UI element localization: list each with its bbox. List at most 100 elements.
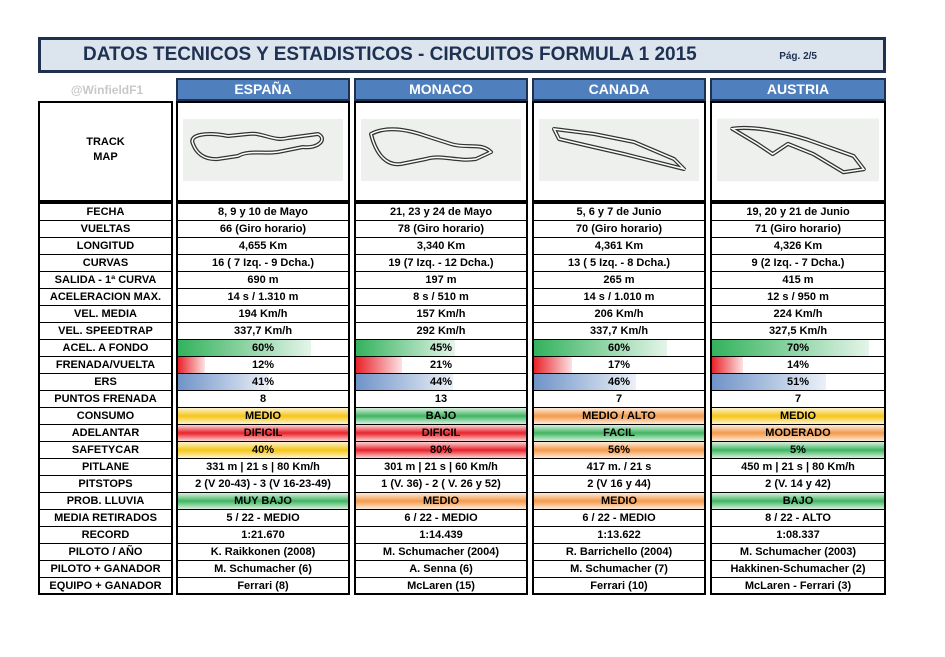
cell-text: 8 / 22 - ALTO bbox=[765, 512, 831, 524]
data-cell: 9 (2 Izq. - 7 Dcha.) bbox=[712, 255, 884, 272]
percent-bar bbox=[178, 357, 205, 373]
data-cell: 60% bbox=[534, 340, 704, 357]
data-cell: 21% bbox=[356, 357, 526, 374]
data-cell: M. Schumacher (2004) bbox=[356, 544, 526, 561]
data-cell: 265 m bbox=[534, 272, 704, 289]
cell-text: McLaren (15) bbox=[407, 580, 475, 592]
column-header: ESPAÑA bbox=[176, 78, 350, 101]
data-cell: 194 Km/h bbox=[178, 306, 348, 323]
track-map-cell bbox=[532, 101, 706, 202]
data-cell: 78 (Giro horario) bbox=[356, 221, 526, 238]
cell-text: 71 (Giro horario) bbox=[754, 223, 842, 235]
data-cell: 66 (Giro horario) bbox=[178, 221, 348, 238]
cell-text: MEDIO bbox=[600, 495, 638, 507]
data-cell: Ferrari (10) bbox=[534, 578, 704, 595]
cell-text: 6 / 22 - MEDIO bbox=[582, 512, 656, 524]
data-cell: 450 m | 21 s | 80 Km/h bbox=[712, 459, 884, 476]
data-cell: 71 (Giro horario) bbox=[712, 221, 884, 238]
cell-text: 415 m bbox=[782, 274, 814, 286]
track-map bbox=[361, 119, 521, 181]
row-label: ADELANTAR bbox=[40, 425, 171, 442]
percent-bar bbox=[356, 340, 456, 356]
track-inner bbox=[730, 127, 866, 174]
cell-text: 197 m bbox=[425, 274, 457, 286]
cell-text: ACEL. A FONDO bbox=[62, 342, 149, 354]
data-cell: MEDIO / ALTO bbox=[534, 408, 704, 425]
cell-text: 224 Km/h bbox=[773, 308, 823, 320]
data-cell: 4,361 Km bbox=[534, 238, 704, 255]
cell-text: 14 s / 1.310 m bbox=[227, 291, 299, 303]
cell-text: CONSUMO bbox=[76, 410, 135, 422]
percent-bar bbox=[356, 374, 454, 390]
data-cell: 415 m bbox=[712, 272, 884, 289]
data-cell: 2 (V. 14 y 42) bbox=[712, 476, 884, 493]
row-label: PUNTOS FRENADA bbox=[40, 391, 171, 408]
cell-text: 8 s / 510 m bbox=[413, 291, 469, 303]
data-cell: 206 Km/h bbox=[534, 306, 704, 323]
data-cell: 12% bbox=[178, 357, 348, 374]
data-cell: 7 bbox=[534, 391, 704, 408]
data-cell: 80% bbox=[356, 442, 526, 459]
row-label: FECHA bbox=[40, 204, 171, 221]
cell-text: 51% bbox=[786, 376, 810, 388]
track-map bbox=[717, 118, 879, 182]
data-cell: 17% bbox=[534, 357, 704, 374]
cell-text: 80% bbox=[429, 444, 453, 456]
cell-text: 45% bbox=[429, 342, 453, 354]
cell-text: Ferrari (8) bbox=[237, 580, 289, 592]
cell-text: VEL. SPEEDTRAP bbox=[58, 325, 153, 337]
data-cell: 4,655 Km bbox=[178, 238, 348, 255]
cell-text: BAJO bbox=[782, 495, 814, 507]
data-cell: 327,5 Km/h bbox=[712, 323, 884, 340]
cell-text: 70 (Giro horario) bbox=[575, 223, 663, 235]
cell-text: 292 Km/h bbox=[416, 325, 466, 337]
row-label: SALIDA - 1ª CURVA bbox=[40, 272, 171, 289]
cell-text: 1:08.337 bbox=[776, 529, 820, 541]
cell-text: 265 m bbox=[603, 274, 635, 286]
data-cell: 1 (V. 36) - 2 ( V. 26 y 52) bbox=[356, 476, 526, 493]
cell-text: 4,361 Km bbox=[594, 240, 644, 252]
cell-text: 16 ( 7 Izq. - 9 Dcha.) bbox=[211, 257, 315, 269]
cell-text: CURVAS bbox=[82, 257, 129, 269]
cell-text: PILOTO + GANADOR bbox=[50, 563, 161, 575]
data-cell: MEDIO bbox=[534, 493, 704, 510]
percent-bar bbox=[712, 340, 869, 356]
row-label: SAFETYCAR bbox=[40, 442, 171, 459]
cell-text: PITSTOPS bbox=[78, 478, 133, 490]
data-cell: 12 s / 950 m bbox=[712, 289, 884, 306]
cell-text: MEDIA RETIRADOS bbox=[54, 512, 157, 524]
data-cell: 197 m bbox=[356, 272, 526, 289]
track-map-cell: TRACK MAP bbox=[38, 101, 173, 202]
data-cell: 8 bbox=[178, 391, 348, 408]
cell-text: VEL. MEDIA bbox=[74, 308, 137, 320]
row-label: ERS bbox=[40, 374, 171, 391]
cell-text: R. Barrichello (2004) bbox=[565, 546, 673, 558]
cell-text: 194 Km/h bbox=[238, 308, 288, 320]
column-header: CANADA bbox=[532, 78, 706, 101]
percent-bar bbox=[712, 357, 744, 373]
cell-text: 8, 9 y 10 de Mayo bbox=[218, 206, 308, 218]
data-cell: 13 bbox=[356, 391, 526, 408]
cell-text: EQUIPO + GANADOR bbox=[49, 580, 162, 592]
cell-text: 60% bbox=[251, 342, 275, 354]
cell-text: SAFETYCAR bbox=[71, 444, 140, 456]
data-cell: 4,326 Km bbox=[712, 238, 884, 255]
data-cell: BAJO bbox=[712, 493, 884, 510]
percent-bar bbox=[534, 357, 572, 373]
cell-text: M. Schumacher (6) bbox=[214, 563, 312, 575]
track-map-cell bbox=[354, 101, 528, 202]
data-cell: 1:13.622 bbox=[534, 527, 704, 544]
data-cell: 44% bbox=[356, 374, 526, 391]
cell-text: MEDIO bbox=[779, 410, 817, 422]
cell-text: 78 (Giro horario) bbox=[397, 223, 485, 235]
cell-text: 7 bbox=[615, 393, 623, 405]
cell-text: 14% bbox=[786, 359, 810, 371]
data-cell: 13 ( 5 Izq. - 8 Dcha.) bbox=[534, 255, 704, 272]
data-cell: MODERADO bbox=[712, 425, 884, 442]
cell-text: Hakkinen-Schumacher (2) bbox=[730, 563, 866, 575]
data-cell: 3,340 Km bbox=[356, 238, 526, 255]
row-label: EQUIPO + GANADOR bbox=[40, 578, 171, 595]
data-cell: M. Schumacher (2003) bbox=[712, 544, 884, 561]
data-column: 21, 23 y 24 de Mayo 78 (Giro horario) 3,34… bbox=[354, 202, 528, 595]
cell-text: 1 (V. 36) - 2 ( V. 26 y 52) bbox=[381, 478, 501, 490]
